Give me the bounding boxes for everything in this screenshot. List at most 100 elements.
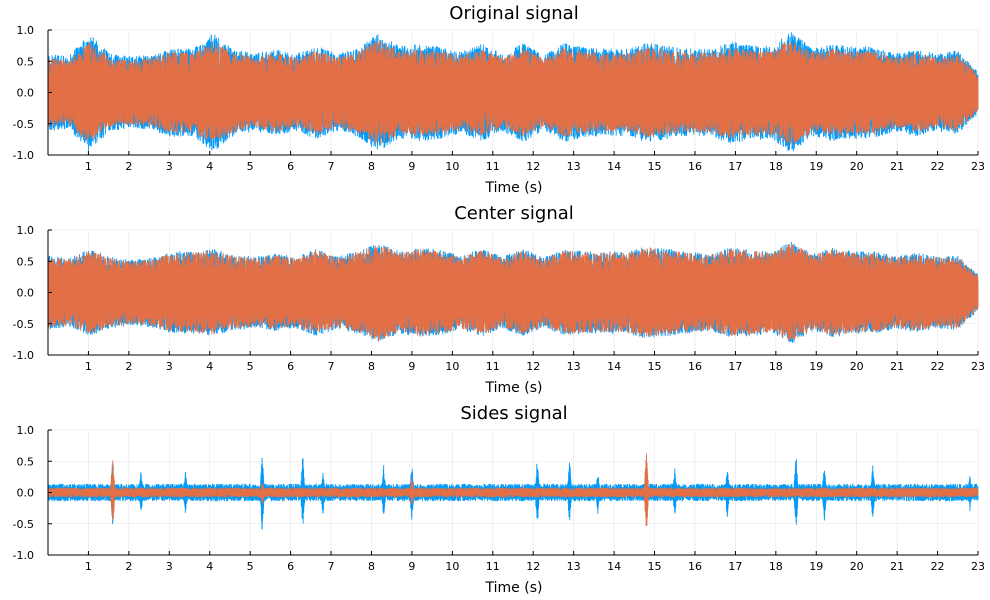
x-tick-label: 4	[206, 160, 213, 173]
x-tick-label: 20	[850, 360, 864, 373]
x-tick-label: 2	[125, 560, 132, 573]
y-tick-label: -1.0	[13, 349, 34, 362]
series-line-2	[47, 244, 979, 342]
x-tick-label: 2	[125, 160, 132, 173]
panel-center-signal: Center signal 1 2 3 4 5 6 7 8 9 10 11 12 13 14 15 16 17 1…	[13, 203, 985, 396]
x-tick-label: 12	[526, 160, 540, 173]
x-tick-label: 7	[328, 160, 335, 173]
x-tick-label: 10	[445, 160, 459, 173]
y-tick-label: 0.5	[17, 455, 35, 468]
x-tick-label: 20	[850, 560, 864, 573]
y-tick-label: -1.0	[13, 149, 34, 162]
axes: 1 2 3 4 5 6 7 8 9 10 11 12 13 14 15 16 17 18 19 20 21 22 23-1.…	[13, 424, 985, 573]
x-tick-label: 14	[607, 160, 621, 173]
x-tick-label: 10	[445, 360, 459, 373]
y-tick-label: -0.5	[13, 518, 34, 531]
x-tick-label: 13	[567, 360, 581, 373]
x-tick-label: 18	[769, 360, 783, 373]
x-tick-label: 16	[688, 160, 702, 173]
x-tick-label: 19	[809, 560, 823, 573]
x-tick-label: 15	[648, 360, 662, 373]
x-tick-label: 21	[890, 360, 904, 373]
y-tick-label: 1.0	[17, 424, 35, 437]
chart-title: Original signal	[449, 3, 578, 24]
x-tick-label: 21	[890, 560, 904, 573]
series-group	[47, 32, 979, 152]
x-tick-label: 11	[486, 160, 500, 173]
x-tick-label: 17	[728, 360, 742, 373]
x-tick-label: 14	[607, 360, 621, 373]
x-tick-label: 9	[408, 160, 415, 173]
x-tick-label: 23	[971, 560, 985, 573]
x-tick-label: 4	[206, 560, 213, 573]
x-tick-label: 22	[931, 560, 945, 573]
x-tick-label: 2	[125, 360, 132, 373]
x-tick-label: 1	[85, 360, 92, 373]
panel-sides-signal: Sides signal 1 2 3 4 5 6 7 8 9 10 11 12 13 14 15 16 17 18…	[13, 403, 985, 596]
x-tick-label: 20	[850, 160, 864, 173]
x-tick-label: 6	[287, 560, 294, 573]
x-tick-label: 3	[166, 560, 173, 573]
x-tick-label: 13	[567, 160, 581, 173]
chart-title: Center signal	[454, 203, 574, 224]
series-line-2	[47, 40, 979, 146]
x-tick-label: 23	[971, 360, 985, 373]
y-tick-label: -0.5	[13, 318, 34, 331]
x-tick-label: 9	[408, 360, 415, 373]
panel-original-signal: Original signal 1 2 3 4 5 6 7 8 9 10 11 12 13 14 15 16 1…	[13, 3, 985, 196]
y-tick-label: -0.5	[13, 118, 34, 131]
x-axis-label: Time (s)	[485, 580, 543, 596]
x-tick-label: 19	[809, 360, 823, 373]
x-tick-label: 17	[728, 560, 742, 573]
x-tick-label: 6	[287, 160, 294, 173]
x-axis-label: Time (s)	[485, 180, 543, 196]
x-tick-label: 12	[526, 560, 540, 573]
x-tick-label: 18	[769, 560, 783, 573]
x-tick-label: 1	[85, 560, 92, 573]
y-tick-label: 0.0	[17, 87, 35, 100]
y-tick-label: 1.0	[17, 224, 35, 237]
axes: 1 2 3 4 5 6 7 8 9 10 11 12 13 14 15 16 17 18 19 20 21 22 23-1.…	[13, 24, 985, 173]
x-tick-label: 12	[526, 360, 540, 373]
x-tick-label: 5	[247, 560, 254, 573]
series-group	[47, 453, 979, 530]
axes: 1 2 3 4 5 6 7 8 9 10 11 12 13 14 15 16 17 18 19 20 21 22 23-1.…	[13, 224, 985, 373]
x-tick-label: 21	[890, 160, 904, 173]
x-tick-label: 7	[328, 360, 335, 373]
x-tick-label: 22	[931, 360, 945, 373]
y-tick-label: 1.0	[17, 24, 35, 37]
y-tick-label: -1.0	[13, 549, 34, 562]
series-line-2	[47, 453, 979, 527]
chart-title: Sides signal	[460, 403, 567, 424]
x-tick-label: 16	[688, 560, 702, 573]
x-tick-label: 8	[368, 360, 375, 373]
x-tick-label: 14	[607, 560, 621, 573]
x-tick-label: 23	[971, 160, 985, 173]
y-tick-label: 0.5	[17, 255, 35, 268]
x-tick-label: 3	[166, 160, 173, 173]
x-tick-label: 11	[486, 360, 500, 373]
x-tick-label: 15	[648, 560, 662, 573]
series-group	[47, 242, 979, 343]
y-tick-label: 0.0	[17, 287, 35, 300]
x-tick-label: 5	[247, 160, 254, 173]
x-tick-label: 8	[368, 560, 375, 573]
x-tick-label: 3	[166, 360, 173, 373]
y-tick-label: 0.0	[17, 487, 35, 500]
x-tick-label: 16	[688, 360, 702, 373]
x-tick-label: 1	[85, 160, 92, 173]
x-axis-label: Time (s)	[485, 380, 543, 396]
x-tick-label: 22	[931, 160, 945, 173]
x-tick-label: 19	[809, 160, 823, 173]
x-tick-label: 9	[408, 560, 415, 573]
x-tick-label: 11	[486, 560, 500, 573]
x-tick-label: 18	[769, 160, 783, 173]
x-tick-label: 10	[445, 560, 459, 573]
x-tick-label: 15	[648, 160, 662, 173]
x-tick-label: 6	[287, 360, 294, 373]
x-tick-label: 8	[368, 160, 375, 173]
x-tick-label: 17	[728, 160, 742, 173]
x-tick-label: 13	[567, 560, 581, 573]
y-tick-label: 0.5	[17, 55, 35, 68]
